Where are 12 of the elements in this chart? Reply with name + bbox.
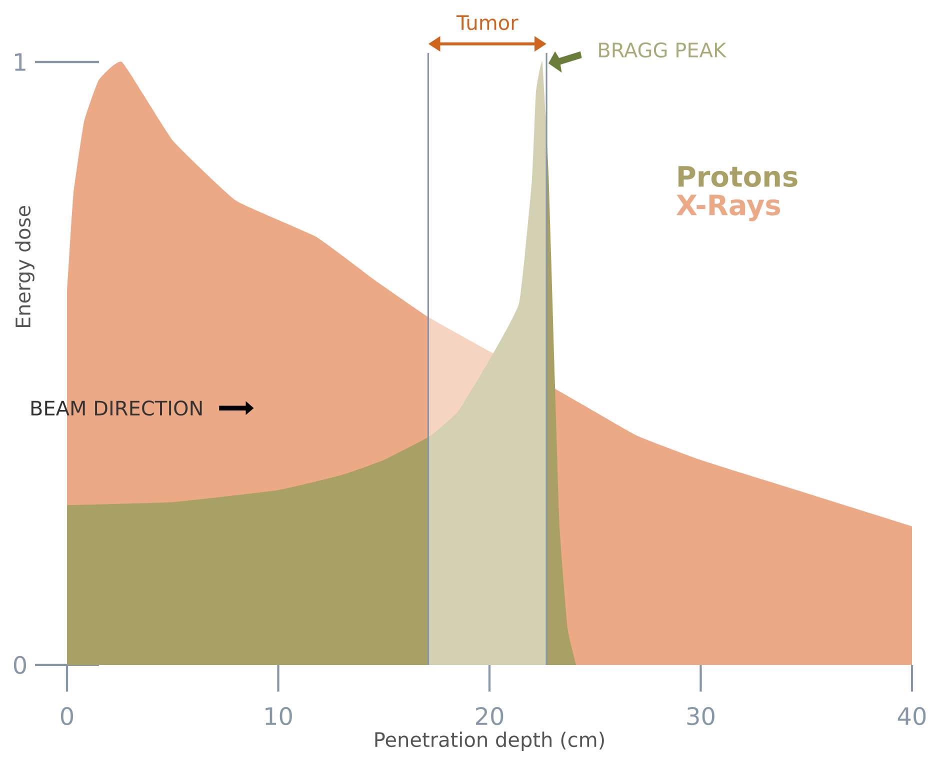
text: Protons [678, 166, 798, 187]
y-tick-label: 1 [14, 53, 26, 71]
x-tick-label: 0 [60, 707, 74, 726]
x-tick-label: 40 [898, 707, 926, 726]
band-label: Tumor [456, 15, 518, 30]
x-tick-label: 30 [687, 707, 714, 726]
x-tick-label: 20 [476, 707, 504, 726]
x-axis-title: Penetration depth (cm) [375, 732, 604, 752]
text: X-Rays [676, 194, 780, 222]
annotation: BRAGG PEAK [599, 42, 727, 58]
y-axis-title: Energy dose [15, 206, 34, 328]
x-tick-label: 10 [266, 707, 292, 726]
